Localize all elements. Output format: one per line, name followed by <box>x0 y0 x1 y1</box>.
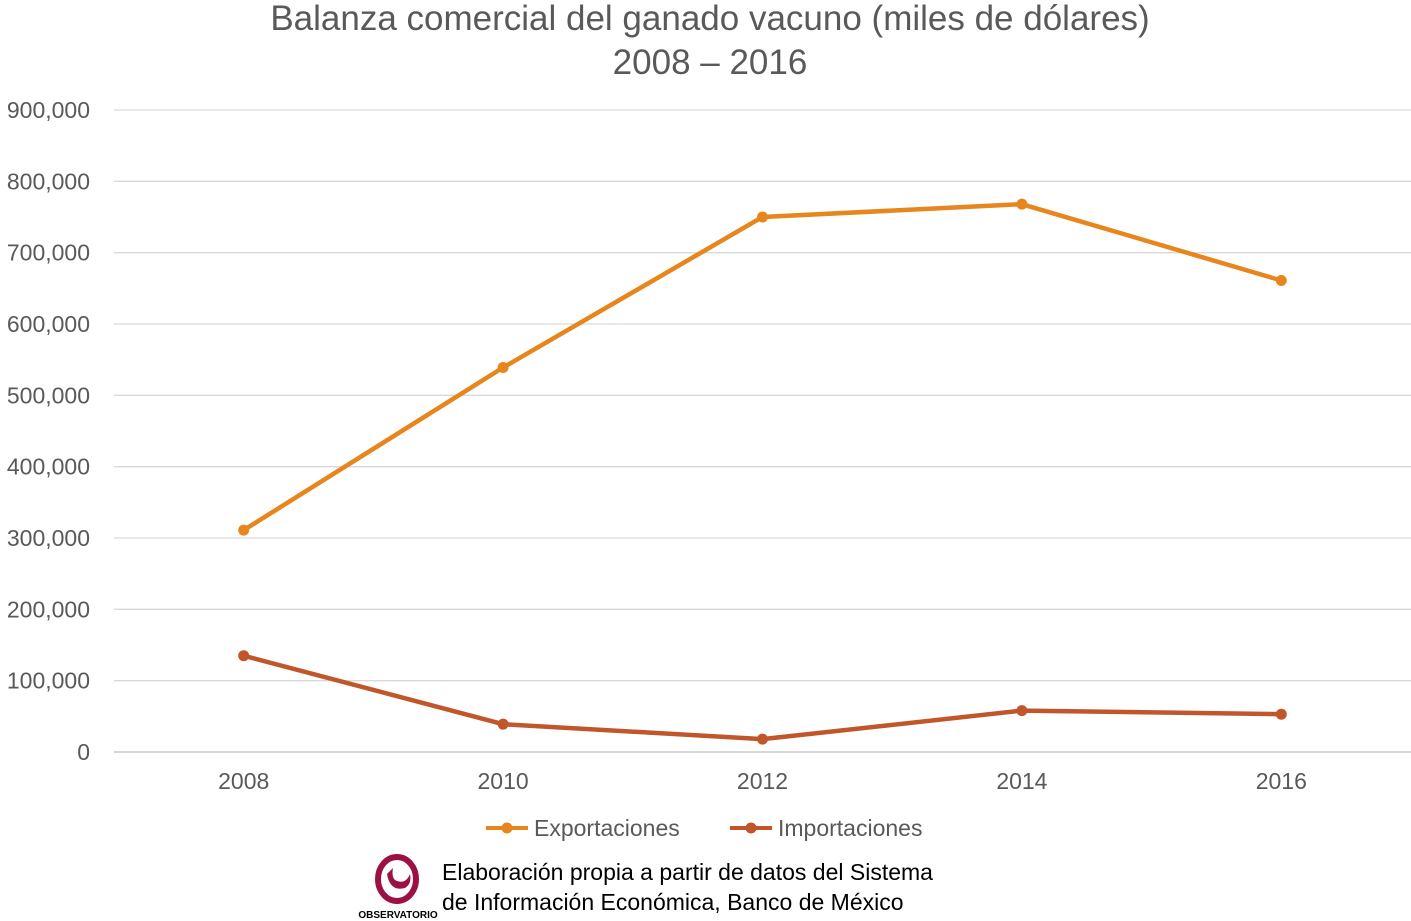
y-tick-label: 400,000 <box>7 454 90 480</box>
y-tick-label: 900,000 <box>7 97 90 123</box>
y-axis: 0 100,000 200,000 300,000 400,000 500,000 600,… <box>7 97 90 765</box>
x-tick-label: 2008 <box>218 768 269 794</box>
y-tick-label: 300,000 <box>7 525 90 551</box>
y-tick-label: 800,000 <box>7 168 90 194</box>
x-tick-label: 2016 <box>1256 768 1307 794</box>
data-point-exportaciones <box>1016 198 1028 210</box>
source-line-1: Elaboración propia a partir de datos del… <box>442 859 933 885</box>
data-point-importaciones <box>1016 705 1028 717</box>
legend-marker-exportaciones <box>501 822 513 834</box>
y-tick-label: 600,000 <box>7 311 90 337</box>
logo-ring <box>375 854 419 904</box>
data-point-exportaciones <box>1275 274 1287 286</box>
data-point-exportaciones <box>238 524 250 536</box>
source-line-2: de Información Económica, Banco de Méxic… <box>442 889 904 915</box>
chart-title-line2: 2008 – 2016 <box>613 43 808 82</box>
data-point-importaciones <box>238 650 250 662</box>
logo-inner-shape <box>387 868 411 889</box>
legend-item-exportaciones: Exportaciones <box>486 815 680 841</box>
y-tick-label: 500,000 <box>7 382 90 408</box>
series-line-importaciones <box>241 653 1284 742</box>
gridlines <box>114 109 1411 753</box>
legend: Exportaciones Importaciones <box>486 815 922 841</box>
data-point-exportaciones <box>757 211 768 223</box>
data-point-importaciones <box>757 733 768 745</box>
y-tick-label: 100,000 <box>7 668 90 694</box>
legend-label-exportaciones: Exportaciones <box>534 815 680 841</box>
legend-marker-importaciones <box>745 822 757 834</box>
data-point-importaciones <box>497 718 509 730</box>
legend-label-importaciones: Importaciones <box>778 815 922 841</box>
data-point-importaciones <box>1275 708 1287 720</box>
data-point-exportaciones <box>497 362 509 374</box>
y-tick-label: 700,000 <box>7 240 90 266</box>
source-note: OBSERVATORIO Elaboración propia a partir… <box>358 854 933 921</box>
y-tick-label: 0 <box>77 739 90 765</box>
y-tick-label: 200,000 <box>7 596 90 622</box>
logo-label: OBSERVATORIO <box>358 910 437 921</box>
chart-title-line1: Balanza comercial del ganado vacuno (mil… <box>270 0 1149 38</box>
legend-item-importaciones: Importaciones <box>730 815 922 841</box>
x-tick-label: 2010 <box>478 768 529 794</box>
observatorio-logo-icon: OBSERVATORIO <box>358 854 438 921</box>
x-tick-label: 2012 <box>737 768 788 794</box>
series-group <box>238 198 1287 745</box>
x-axis: 2008 2010 2012 2014 2016 <box>218 768 1307 794</box>
x-tick-label: 2014 <box>996 768 1047 794</box>
